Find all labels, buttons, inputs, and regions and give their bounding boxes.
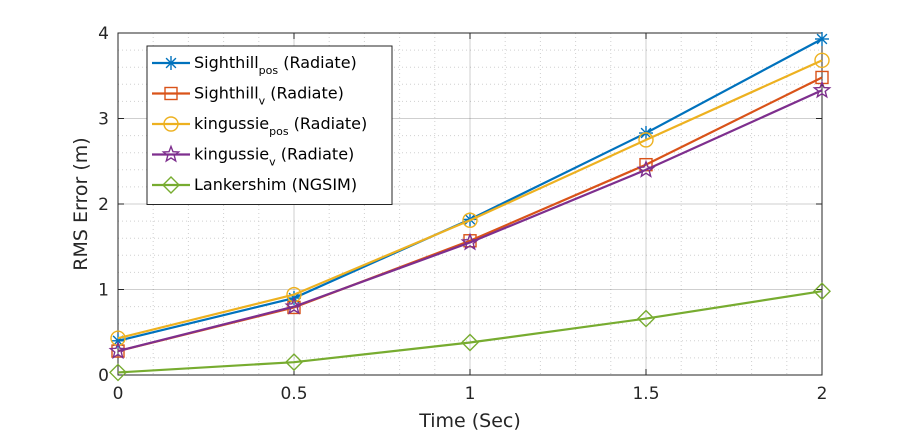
legend-box: [146, 45, 393, 205]
marker-shape: [814, 52, 830, 69]
legend: Sighthillpos (Radiate)Sighthillv (Radiat…: [146, 45, 393, 205]
data-point: [286, 286, 302, 303]
legend-label-suffix: (Radiate): [265, 84, 344, 103]
data-point: [813, 282, 831, 301]
legend-entry: kingussiev (Radiate): [152, 145, 354, 169]
data-point: [108, 341, 128, 360]
marker-shape: [164, 86, 178, 101]
axis-ticks: [117, 32, 823, 376]
legend-swatch-marker: [161, 144, 181, 163]
marker-shape: [636, 159, 656, 178]
legend-label-subscript: pos: [259, 64, 279, 77]
series-line: [117, 89, 823, 353]
legend-label-subscript: v: [259, 95, 266, 108]
marker-shape: [637, 309, 655, 328]
legend-label: kingussiev (Radiate): [194, 145, 354, 169]
marker-shape: [460, 232, 480, 251]
data-point: [462, 212, 478, 228]
legend-label: kingussiepos (Radiate): [194, 114, 367, 138]
legend-swatch-marker: [164, 56, 178, 70]
y-tick-label: 2: [98, 195, 109, 215]
legend-entry: Sighthillv (Radiate): [152, 84, 344, 108]
marker-shape: [462, 212, 478, 228]
data-point: [815, 31, 829, 46]
y-tick-label: 0: [98, 366, 109, 386]
legend-label-subscript: pos: [269, 125, 289, 138]
marker-shape: [638, 132, 654, 148]
legend-swatch-marker: [162, 176, 180, 194]
legend-label-suffix: (Radiate): [276, 145, 355, 164]
legend-label: Lankershim (NGSIM): [194, 175, 357, 194]
marker-stroke: [816, 33, 828, 45]
series-line: [117, 59, 823, 340]
y-tick-label: 3: [98, 110, 109, 130]
x-tick-label: 0.5: [280, 384, 307, 404]
x-tick-label: 1: [465, 384, 476, 404]
marker-shape: [284, 296, 304, 315]
data-point: [814, 52, 830, 69]
legend-entry: Lankershim (NGSIM): [152, 175, 357, 194]
marker-shape: [162, 176, 180, 194]
legend-label: Sighthillv (Radiate): [194, 84, 344, 108]
y-axis-label: RMS Error (m): [70, 137, 92, 270]
marker-shape: [109, 363, 127, 382]
legend-label-main: Sighthill: [194, 53, 259, 72]
legend-label-main: Lankershim (NGSIM): [194, 175, 357, 194]
legend-label-main: kingussie: [194, 114, 269, 133]
marker-stroke: [165, 57, 177, 69]
legend-entry: Sighthillpos (Radiate): [152, 53, 357, 77]
tick-labels: 0 0.5 1 1.5 2 0 1 2 3 4: [98, 24, 827, 404]
x-tick-label: 1.5: [632, 384, 659, 404]
legend-label-suffix: (Radiate): [289, 114, 368, 133]
legend-swatch-marker: [164, 86, 178, 101]
legend-entry: kingussiepos (Radiate): [152, 114, 367, 138]
data-point: [636, 159, 656, 178]
legend-label-suffix: (Radiate): [278, 53, 357, 72]
marker-shape: [812, 80, 832, 99]
legend-label-subscript: v: [269, 156, 276, 169]
marker-shape: [161, 144, 181, 163]
series-line: [117, 290, 823, 374]
marker-shape: [163, 116, 179, 132]
data-point: [638, 132, 654, 148]
marker-shape: [108, 341, 128, 360]
y-tick-label: 4: [98, 24, 109, 44]
series-2: [110, 52, 830, 346]
data-point: [110, 330, 126, 346]
series-layer: [108, 31, 832, 382]
legend-label-main: Sighthill: [194, 84, 259, 103]
y-tick-label: 1: [98, 281, 109, 301]
x-axis-label: Time (Sec): [418, 410, 521, 432]
marker-shape: [110, 330, 126, 346]
legend-swatch-marker: [163, 116, 179, 132]
x-tick-label: 0: [113, 384, 124, 404]
data-point: [637, 309, 655, 328]
data-point: [284, 296, 304, 315]
data-point: [285, 353, 303, 372]
marker-shape: [461, 333, 479, 352]
data-point: [109, 363, 127, 382]
marker-shape: [286, 286, 302, 303]
legend-label: Sighthillpos (Radiate): [194, 53, 357, 77]
marker-shape: [813, 282, 831, 301]
x-tick-label: 2: [817, 384, 828, 404]
data-point: [460, 232, 480, 251]
data-point: [461, 333, 479, 352]
data-point: [812, 80, 832, 99]
marker-shape: [285, 353, 303, 372]
legend-label-main: kingussie: [194, 145, 269, 164]
series-3: [108, 80, 832, 360]
series-4: [109, 282, 831, 382]
